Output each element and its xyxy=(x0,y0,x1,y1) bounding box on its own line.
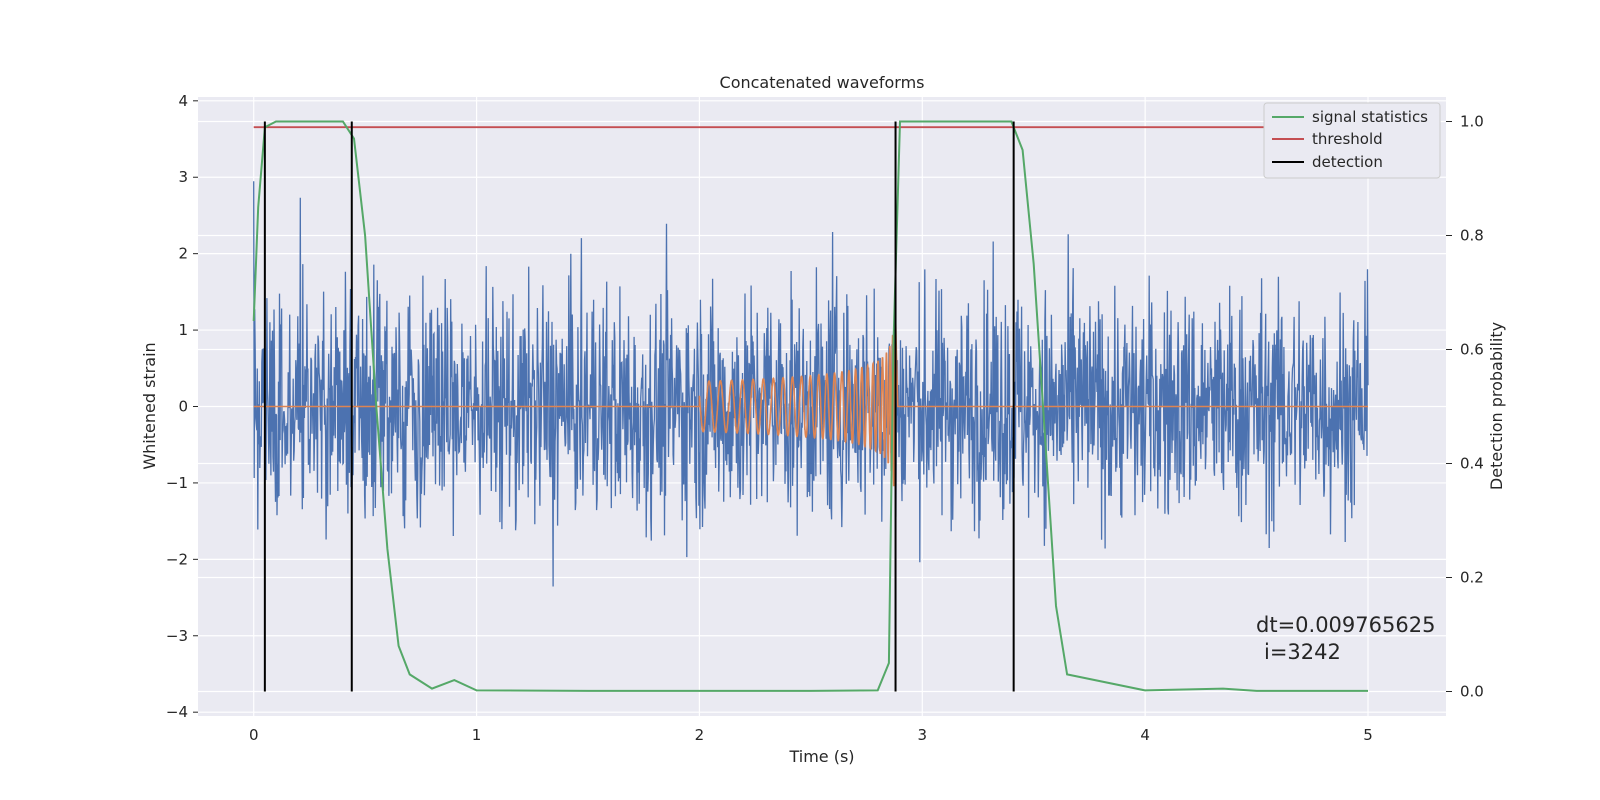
y-axis-right-label: Detection probability xyxy=(1487,322,1506,490)
y-tick-label: 4 xyxy=(178,92,188,110)
y-tick-label: 3 xyxy=(178,168,188,186)
strain-series xyxy=(253,181,1369,587)
legend-label-signal-statistics: signal statistics xyxy=(1312,108,1428,126)
y-tick-label: 1 xyxy=(178,321,188,339)
x-tick-label: 3 xyxy=(918,726,928,744)
y-right-tick-label: 0.8 xyxy=(1460,227,1484,245)
legend-label-detection: detection xyxy=(1312,153,1383,171)
template-series xyxy=(253,312,1368,487)
y-right-tick-label: 0.0 xyxy=(1460,682,1484,700)
strain-layer xyxy=(253,181,1369,587)
x-tick-label: 4 xyxy=(1140,726,1150,744)
annotation-dt: dt=0.009765625 xyxy=(1256,613,1435,637)
y-right-tick-label: 0.6 xyxy=(1460,341,1484,359)
legend-box xyxy=(1263,102,1441,179)
legend: signal statistics threshold detection xyxy=(1263,102,1441,179)
legend-label-threshold: threshold xyxy=(1312,130,1383,148)
y-right-tick-label: 0.4 xyxy=(1460,454,1484,472)
x-axis-label: Time (s) xyxy=(788,747,854,766)
x-tick-label: 2 xyxy=(695,726,705,744)
y-tick-label: −1 xyxy=(166,474,188,492)
x-tick-label: 5 xyxy=(1363,726,1373,744)
y-tick-label: 2 xyxy=(178,245,188,263)
y-right-tick-label: 0.2 xyxy=(1460,568,1484,586)
y-tick-label: 0 xyxy=(178,398,188,416)
y-tick-label: −4 xyxy=(166,703,188,721)
chart-title: Concatenated waveforms xyxy=(720,73,925,92)
marks xyxy=(252,120,1368,692)
ticks: 0 1 2 3 4 5 −4 −3 −2 −1 0 1 2 3 4 0.0 0.2 0.4 0.6 0.8 1.0 xyxy=(166,92,1484,744)
y-right-tick-label: 1.0 xyxy=(1460,113,1484,131)
x-tick-label: 0 xyxy=(249,726,259,744)
y-tick-label: −2 xyxy=(166,550,188,568)
y-axis-label: Whitened strain xyxy=(140,342,159,469)
x-tick-label: 1 xyxy=(472,726,482,744)
annotation-i: i=3242 xyxy=(1264,640,1341,664)
y-tick-label: −3 xyxy=(166,627,188,645)
signal-statistics-series xyxy=(252,120,1368,692)
